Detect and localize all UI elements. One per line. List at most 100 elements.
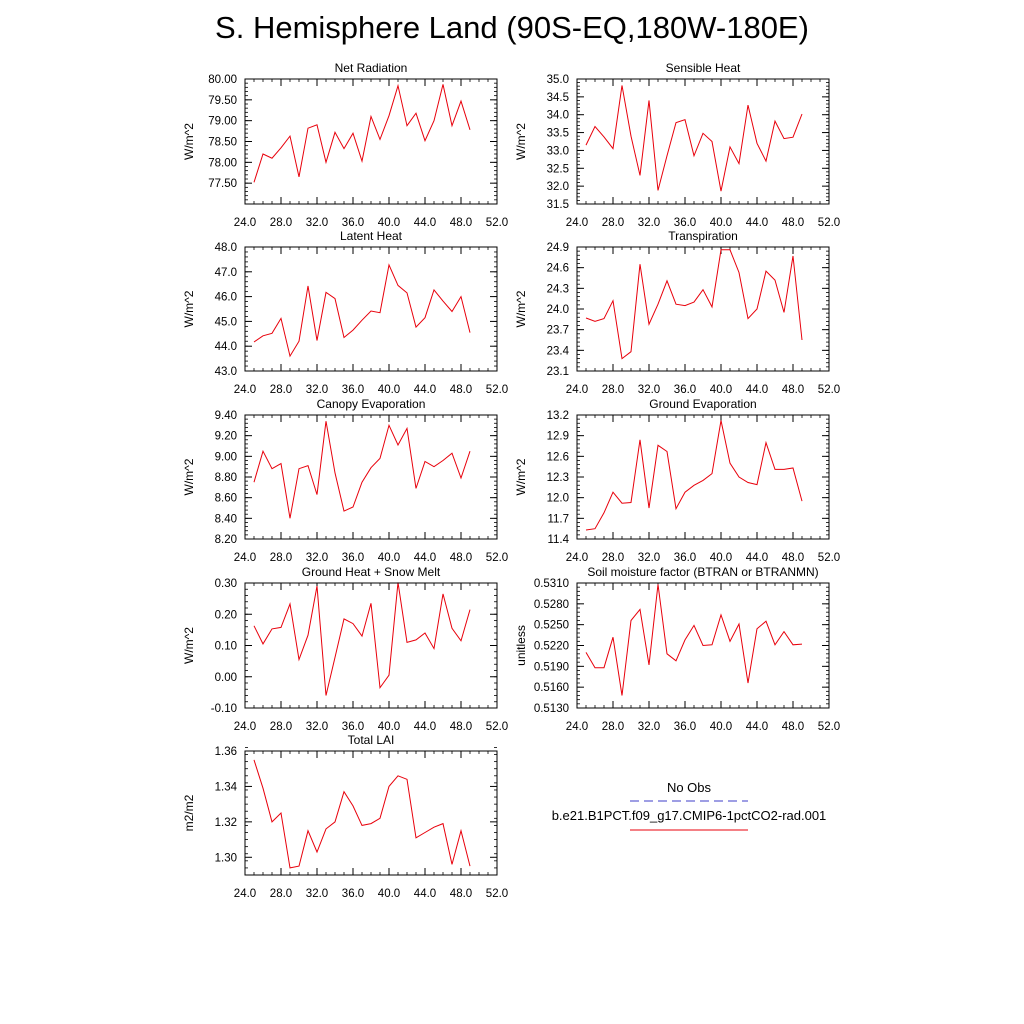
x-tick-label: 48.0 [782,217,804,229]
panel-title: Canopy Evaporation [317,397,426,411]
panel-7: Ground Heat + Snow Melt W/m^2 24.0 28.0 32.0… [182,565,508,733]
x-tick-label: 32.0 [638,217,660,229]
y-tick-label: 33.0 [547,145,569,157]
x-tick-label: 48.0 [782,384,804,396]
y-tick-label: 33.5 [547,128,569,140]
x-tick-label: 40.0 [378,384,400,396]
x-tick-label: 32.0 [306,217,328,229]
y-tick-label: 11.7 [547,513,569,525]
y-tick-label: 35.0 [547,74,569,86]
y-tick-label: 0.10 [215,641,237,653]
x-tick-label: 36.0 [342,217,364,229]
x-tick-label: 44.0 [414,552,436,564]
x-tick-label: 28.0 [270,384,292,396]
plot-frame [244,750,498,876]
x-tick-label: 24.0 [566,217,588,229]
y-tick-label: 0.5220 [534,641,569,653]
legend-label-model: b.e21.B1PCT.f09_g17.CMIP6-1pctCO2-rad.00… [552,808,827,823]
y-tick-label: 12.3 [547,472,569,484]
y-tick-label: 1.36 [215,746,237,758]
series-line [585,85,803,192]
x-tick-label: 52.0 [818,384,840,396]
x-tick-label: 36.0 [674,217,696,229]
y-tick-label: 0.5190 [534,661,569,673]
x-tick-label: 32.0 [306,721,328,733]
x-tick-label: 28.0 [270,721,292,733]
y-tick-label: 77.50 [208,178,237,190]
y-tick-label: 12.9 [547,431,569,443]
x-tick-label: 28.0 [270,552,292,564]
plot-frame [244,582,498,709]
x-tick-label: 32.0 [306,384,328,396]
series-line [253,263,471,358]
plot-frame [576,582,830,709]
x-tick-label: 24.0 [234,384,256,396]
x-tick-label: 40.0 [378,217,400,229]
plot-frame [244,246,498,372]
y-tick-label: 8.40 [215,513,237,525]
x-tick-label: 24.0 [234,721,256,733]
x-tick-label: 52.0 [486,384,508,396]
x-tick-label: 32.0 [306,888,328,900]
y-axis-label: W/m^2 [514,123,528,160]
y-tick-label: 11.4 [547,534,569,546]
x-tick-label: 40.0 [710,384,732,396]
panel-6: Ground Evaporation W/m^2 24.0 28.0 32.0 36.0 4… [514,397,840,564]
y-tick-label: 24.0 [547,304,569,316]
y-tick-label: 46.0 [215,292,237,304]
plot-frame [576,78,830,205]
x-tick-label: 24.0 [234,888,256,900]
y-tick-label: 8.80 [215,472,237,484]
x-tick-label: 40.0 [710,217,732,229]
x-tick-label: 36.0 [342,888,364,900]
y-tick-label: 43.0 [215,366,237,378]
figure-title: S. Hemisphere Land (90S-EQ,180W-180E) [215,10,809,45]
panel-1: Net Radiation W/m^2 24.0 28.0 32.0 36.0 40.0 44… [182,61,508,229]
y-tick-label: 48.0 [215,242,237,254]
y-tick-label: 45.0 [215,316,237,328]
y-tick-label: 0.5160 [534,682,569,694]
series-line [253,759,471,869]
y-tick-label: 9.00 [215,451,237,463]
y-tick-label: 23.7 [547,325,569,337]
y-tick-label: 0.30 [215,578,237,590]
x-tick-label: 44.0 [414,217,436,229]
x-tick-label: 28.0 [602,552,624,564]
y-tick-label: 12.6 [547,451,569,463]
x-tick-label: 28.0 [602,217,624,229]
plot-frame [576,414,830,540]
x-tick-label: 24.0 [566,552,588,564]
y-tick-label: 1.32 [215,817,237,829]
x-tick-label: 40.0 [710,552,732,564]
x-tick-label: 48.0 [450,217,472,229]
y-axis-label: W/m^2 [182,123,196,160]
panel-title: Total LAI [348,733,395,747]
series-line [585,249,803,360]
y-tick-label: 78.00 [208,157,237,169]
y-tick-label: 9.40 [215,410,237,422]
x-tick-label: 48.0 [782,552,804,564]
y-tick-label: 0.5250 [534,620,569,632]
x-tick-label: 32.0 [638,721,660,733]
x-tick-label: 52.0 [818,721,840,733]
x-tick-label: 24.0 [566,384,588,396]
plot-frame [244,414,498,540]
y-axis-label: m2/m2 [182,794,196,831]
y-axis-label: W/m^2 [514,290,528,327]
y-tick-label: 0.20 [215,609,237,621]
panel-title: Transpiration [668,229,738,243]
plot-frame [576,246,830,372]
y-axis-label: W/m^2 [182,458,196,495]
y-tick-label: 24.3 [547,283,569,295]
x-tick-label: 44.0 [746,217,768,229]
x-tick-label: 52.0 [486,552,508,564]
x-tick-label: 24.0 [234,552,256,564]
x-tick-label: 32.0 [306,552,328,564]
x-tick-label: 36.0 [342,384,364,396]
x-tick-label: 28.0 [602,384,624,396]
x-tick-label: 24.0 [566,721,588,733]
x-tick-label: 36.0 [674,384,696,396]
x-tick-label: 36.0 [342,552,364,564]
x-tick-label: 36.0 [342,721,364,733]
